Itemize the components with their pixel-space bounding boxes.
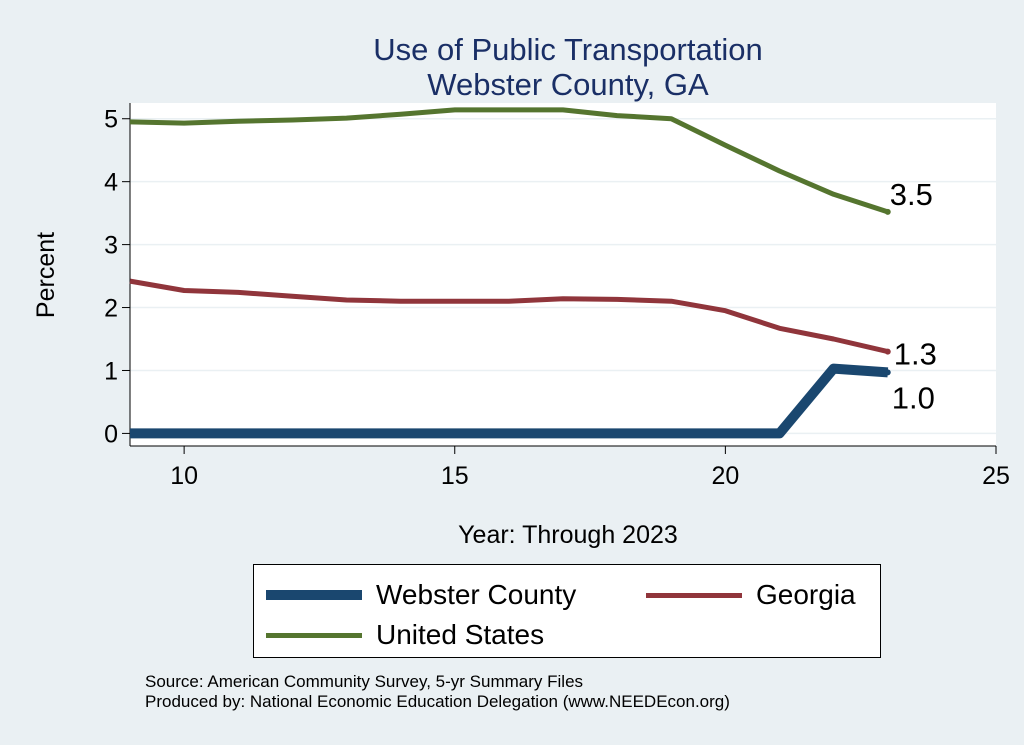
- series-line-united-states: [129, 107, 889, 215]
- legend-swatch-webster-county: [266, 590, 362, 600]
- series-line-georgia: [129, 278, 889, 355]
- x-axis-label: Year: Through 2023: [458, 521, 678, 549]
- end-label-georgia: 1.3: [894, 337, 937, 372]
- legend-swatch-georgia: [646, 592, 742, 598]
- end-labels: 1.0 1.3 3.5: [890, 177, 937, 415]
- legend-swatch-united-states: [266, 632, 362, 638]
- x-tick-label: 20: [711, 462, 739, 490]
- y-tick-label: 4: [104, 169, 118, 197]
- axes: 0 1 2 3 4 5 10 15 20 25: [104, 103, 1010, 490]
- y-tick-label: 2: [104, 295, 118, 323]
- y-tick-label: 1: [104, 357, 118, 385]
- producer-note: Produced by: National Economic Education…: [145, 692, 730, 711]
- legend-item-webster-county: Webster County: [266, 579, 576, 611]
- series-line-webster-county: [130, 363, 889, 439]
- end-label-united-states: 3.5: [890, 177, 933, 212]
- series-endpoint-webster-county: [884, 369, 891, 376]
- legend-item-united-states: United States: [266, 619, 544, 651]
- x-tick-label: 25: [982, 462, 1010, 490]
- legend-label-georgia: Georgia: [756, 579, 856, 610]
- series-endpoint-united-states: [884, 208, 891, 215]
- y-tick-label: 3: [104, 232, 118, 260]
- series-lines: [129, 107, 891, 439]
- series-endpoint-georgia: [884, 348, 891, 355]
- x-tick-label: 15: [441, 462, 469, 490]
- chart-title-line-1: Use of Public Transportation: [373, 32, 762, 67]
- y-axis-label: Percent: [32, 232, 60, 318]
- x-tick-label: 10: [170, 462, 198, 490]
- y-tick-label: 0: [104, 420, 118, 448]
- legend-label-united-states: United States: [376, 619, 545, 650]
- chart-title-line-2: Webster County, GA: [427, 67, 709, 102]
- plot-area: [130, 103, 996, 446]
- end-label-webster-county: 1.0: [892, 380, 935, 415]
- line-chart: Use of Public Transportation Webster Cou…: [32, 32, 1010, 549]
- legend-item-georgia: Georgia: [646, 579, 856, 611]
- y-tick-label: 5: [104, 106, 118, 134]
- legend-label-webster-county: Webster County: [376, 579, 577, 610]
- legend: Webster County Georgia United States: [253, 564, 881, 658]
- source-note: Source: American Community Survey, 5-yr …: [145, 672, 584, 691]
